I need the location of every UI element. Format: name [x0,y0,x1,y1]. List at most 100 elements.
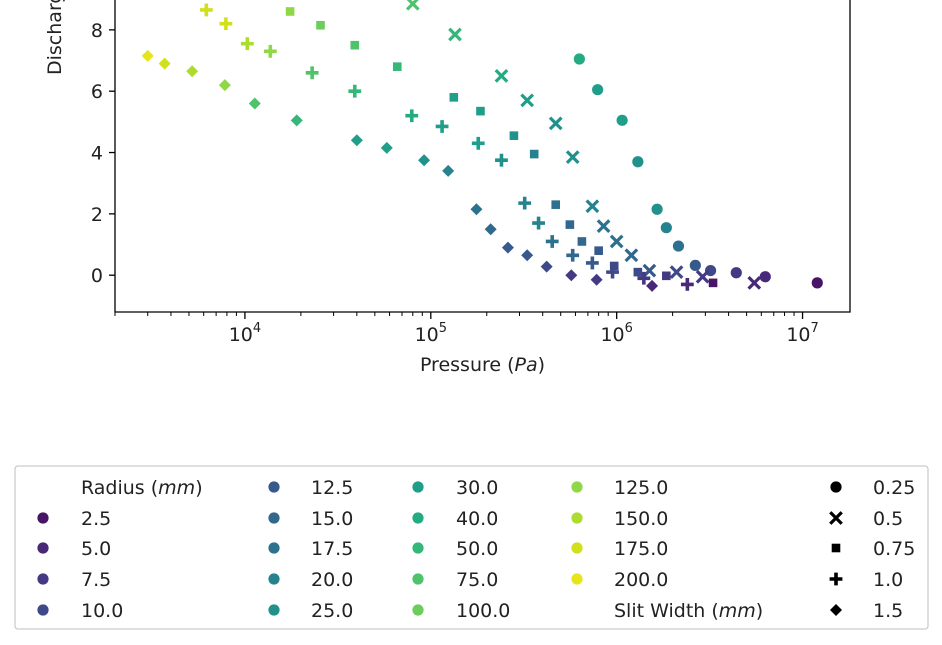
legend-marker-radius [268,542,280,554]
legend-label-radius: 125.0 [614,477,668,499]
data-point-x [669,265,684,279]
legend-marker-radius [268,573,280,585]
legend-label-radius: 2.5 [81,508,111,530]
data-point-x [609,234,624,249]
data-point-circle [660,222,672,234]
data-point-diamond [186,65,199,78]
legend-marker-slit-width [830,604,842,616]
data-point-square [449,93,459,102]
legend-entry-radius: 5.0 [37,538,111,560]
legend-label-radius: 30.0 [456,477,498,499]
legend-marker-radius [37,573,49,585]
legend-label-radius: 100.0 [456,600,510,622]
data-point-square [633,267,643,277]
data-point-plus [240,37,254,51]
data-point-x [405,0,420,11]
legend-title-slit-suffix: ) [756,600,763,622]
data-point-diamond [470,203,483,216]
data-point-plus [680,278,694,291]
legend-label-radius: 12.5 [311,477,353,499]
data-point-square [662,271,671,281]
legend-marker-radius [571,542,583,554]
data-point-x [520,93,535,108]
x-axis-label-unit: Pa [515,354,538,376]
legend-title-radius-suffix: ) [195,477,202,499]
data-points [141,0,823,292]
data-point-plus [518,196,532,210]
data-point-square [476,106,485,116]
legend-entry-radius: 150.0 [571,508,668,530]
data-point-circle [672,240,685,252]
data-point-x [642,263,657,278]
data-point-circle [616,114,628,126]
data-point-x [548,116,563,131]
data-point-square [577,237,587,246]
y-tick-label: 8 [91,20,103,42]
data-point-diamond [218,79,231,92]
data-point-x [695,269,710,284]
legend-entry-radius: 20.0 [268,569,353,591]
data-point-diamond [158,57,171,70]
data-point-square [594,246,603,255]
legend-label-radius: 25.0 [311,600,353,622]
legend-entry-slit-width: 1.0 [829,569,903,591]
data-point-circle [573,53,585,65]
legend-marker-slit-width [830,481,842,493]
legend-label-radius: 10.0 [81,600,123,622]
legend-label-slit-width: 0.5 [873,508,903,530]
legend-label-slit-width: 0.75 [873,538,915,560]
data-point-diamond [590,273,603,286]
data-point-plus [219,17,233,31]
data-point-plus [637,271,651,285]
legend-marker-radius [571,512,583,524]
legend-marker-radius [37,604,49,616]
data-point-circle [651,203,663,215]
x-tick-label: 107 [786,321,818,346]
y-tick-label: 4 [91,143,103,165]
data-point-plus [305,66,319,80]
legend-marker-radius [37,512,49,524]
legend-entry-radius: 50.0 [412,538,498,560]
legend-label-radius: 75.0 [456,569,498,591]
data-point-diamond [380,141,393,154]
x-tick-label: 104 [229,321,261,346]
data-point-plus [566,248,580,262]
legend-marker-radius [268,604,280,616]
data-point-plus [471,136,485,150]
legend-label-radius: 40.0 [456,508,498,530]
legend-entries: 2.5 5.0 7.5 10.0 12.5 15.0 17.5 20.0 25.0 30.0 40.… [37,477,915,622]
legend-marker-slit-width [831,543,841,553]
data-point-circle [689,259,701,271]
x-tick-label: 106 [600,321,632,346]
data-point-circle [632,156,644,168]
data-point-plus [263,44,277,58]
x-axis-label-prefix: Pressure ( [420,354,515,376]
legend-entry-radius: 12.5 [268,477,353,499]
data-point-diamond [540,260,553,273]
data-point-circle [759,271,771,283]
data-point-diamond [290,114,303,127]
data-point-plus [435,120,449,133]
legend-label-slit-width: 1.0 [873,569,903,591]
data-point-x [596,219,611,233]
data-point-circle [811,277,823,289]
data-point-diamond [521,249,534,262]
legend-marker-radius [412,604,424,616]
data-point-plus [585,256,599,270]
data-point-plus [495,153,508,167]
legend-label-radius: 200.0 [614,569,668,591]
legend-title-radius-unit: mm [158,477,195,499]
data-point-square [551,200,561,209]
legend-entry-radius: 2.5 [37,508,111,530]
data-point-plus [348,84,362,98]
data-point-circle [592,84,604,96]
data-point-plus [532,216,545,230]
legend-entry-slit-width: 1.5 [830,600,903,622]
data-point-x [448,27,462,42]
x-tick-label: 105 [415,321,447,346]
data-point-x [585,199,600,214]
legend-title-radius-prefix: Radius ( [81,477,158,499]
legend-marker-radius [412,573,424,585]
data-point-square [529,149,539,159]
